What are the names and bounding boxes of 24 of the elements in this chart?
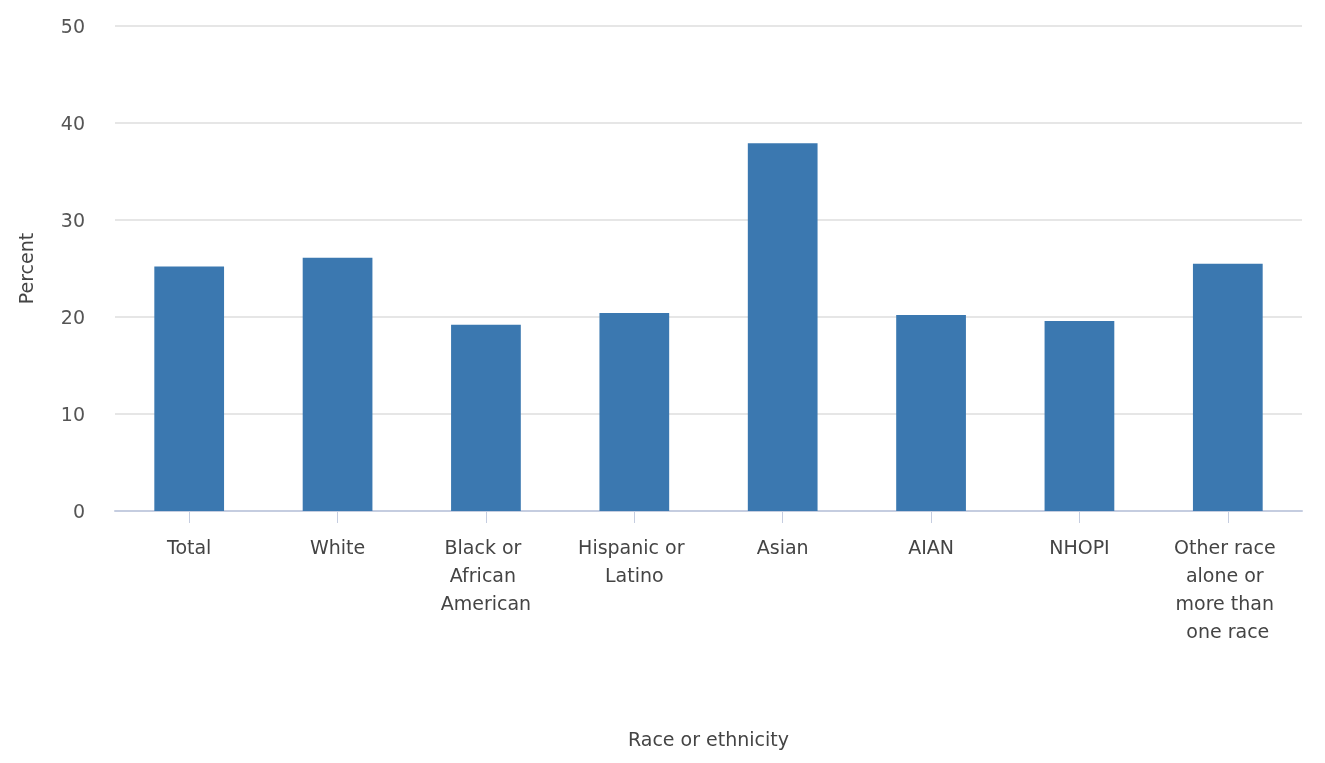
x-tick-label: NHOPI bbox=[1049, 536, 1110, 558]
x-tick-label: Total bbox=[166, 536, 212, 558]
y-tick-label: 0 bbox=[72, 500, 85, 522]
x-tick-label: Asian bbox=[756, 536, 809, 558]
y-tick-label: 40 bbox=[60, 112, 85, 134]
bar bbox=[896, 315, 966, 511]
y-tick-label: 50 bbox=[60, 15, 85, 37]
bar bbox=[599, 313, 670, 511]
y-tick-label: 10 bbox=[60, 403, 85, 425]
x-tick-label: Black or African American bbox=[440, 536, 532, 614]
bar bbox=[154, 266, 225, 511]
y-tick-label: 20 bbox=[60, 306, 85, 328]
y-axis-title: Percent bbox=[14, 232, 37, 305]
x-tick-label: Other race alone or more than one race bbox=[1174, 536, 1282, 642]
x-tick-label: AIAN bbox=[908, 536, 954, 558]
bar bbox=[1044, 320, 1115, 511]
bar bbox=[747, 143, 818, 511]
bar bbox=[451, 324, 521, 511]
x-tick-label: White bbox=[309, 536, 366, 558]
bar bbox=[302, 257, 373, 511]
bar bbox=[1192, 263, 1263, 511]
x-axis-title: Race or ethnicity bbox=[628, 727, 789, 750]
x-tick-label: Hispanic or Latino bbox=[578, 536, 691, 586]
y-tick-label: 30 bbox=[60, 209, 85, 231]
